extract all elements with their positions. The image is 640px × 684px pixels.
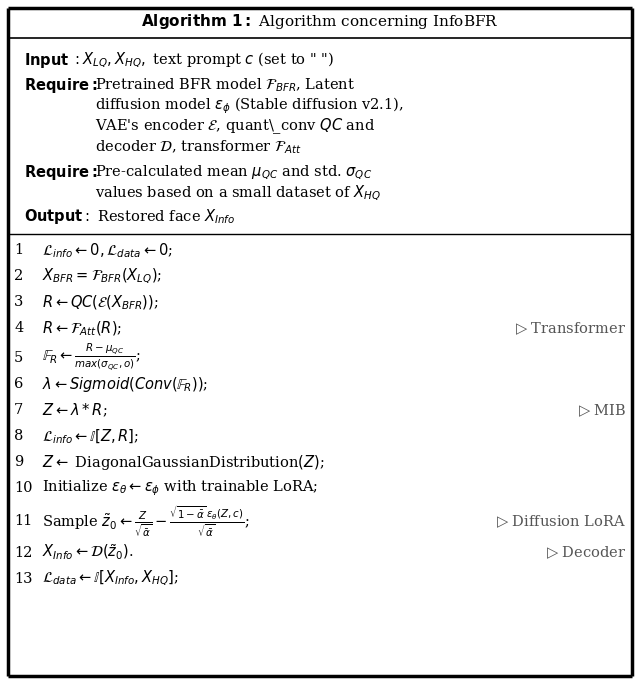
Text: $X_{Info} \leftarrow \mathcal{D}(\tilde{z}_0)$.: $X_{Info} \leftarrow \mathcal{D}(\tilde{… bbox=[42, 543, 133, 562]
Text: 2: 2 bbox=[14, 269, 23, 283]
Text: 8: 8 bbox=[14, 430, 24, 443]
Text: 1: 1 bbox=[14, 244, 23, 257]
Text: 6: 6 bbox=[14, 378, 24, 391]
Text: $: X_{LQ}, X_{HQ},$ text prompt $c$ (set to " "): $: X_{LQ}, X_{HQ},$ text prompt $c$ (set… bbox=[72, 51, 334, 70]
Text: $Z \leftarrow$ DiagonalGaussianDistribution$(Z)$;: $Z \leftarrow$ DiagonalGaussianDistribut… bbox=[42, 453, 324, 472]
Text: 11: 11 bbox=[14, 514, 33, 528]
Text: 7: 7 bbox=[14, 404, 23, 417]
Text: 9: 9 bbox=[14, 456, 23, 469]
Text: 13: 13 bbox=[14, 572, 33, 586]
Text: $\triangleright$ MIB: $\triangleright$ MIB bbox=[577, 402, 626, 419]
Text: VAE's encoder $\mathcal{E}$, quant\_conv $QC$ and: VAE's encoder $\mathcal{E}$, quant\_conv… bbox=[95, 117, 375, 136]
Text: decoder $\mathcal{D}$, transformer $\mathcal{F}_{Att}$: decoder $\mathcal{D}$, transformer $\mat… bbox=[95, 138, 301, 156]
Text: $\triangleright$ Transformer: $\triangleright$ Transformer bbox=[515, 320, 626, 337]
Text: $\lambda \leftarrow Sigmoid(Conv(\mathbb{F}_R))$;: $\lambda \leftarrow Sigmoid(Conv(\mathbb… bbox=[42, 375, 208, 394]
Text: Pre-calculated mean $\mu_{QC}$ and std. $\sigma_{QC}$: Pre-calculated mean $\mu_{QC}$ and std. … bbox=[95, 163, 372, 181]
Text: $:$ Restored face $X_{Info}$: $:$ Restored face $X_{Info}$ bbox=[82, 207, 236, 226]
Text: $Z \leftarrow \lambda * R$;: $Z \leftarrow \lambda * R$; bbox=[42, 402, 107, 419]
Text: Sample $\tilde{z}_0 \leftarrow \frac{Z}{\sqrt{\bar{\alpha}}} - \frac{\sqrt{1-\ba: Sample $\tilde{z}_0 \leftarrow \frac{Z}{… bbox=[42, 504, 249, 538]
Text: values based on a small dataset of $X_{HQ}$: values based on a small dataset of $X_{H… bbox=[95, 183, 381, 202]
Text: $R \leftarrow \mathcal{F}_{Att}(R)$;: $R \leftarrow \mathcal{F}_{Att}(R)$; bbox=[42, 319, 122, 337]
Text: 10: 10 bbox=[14, 482, 33, 495]
Text: diffusion model $\epsilon_\phi$ (Stable diffusion v2.1),: diffusion model $\epsilon_\phi$ (Stable … bbox=[95, 96, 403, 116]
Text: $\mathcal{L}_{info} \leftarrow \mathbb{I}[Z, R]$;: $\mathcal{L}_{info} \leftarrow \mathbb{I… bbox=[42, 428, 139, 445]
Text: $\mathbf{Output}$: $\mathbf{Output}$ bbox=[24, 207, 84, 226]
Text: $\mathbb{F}_R \leftarrow \frac{R-\mu_{QC}}{max(\sigma_{QC},o)}$;: $\mathbb{F}_R \leftarrow \frac{R-\mu_{QC… bbox=[42, 342, 141, 373]
Text: $\mathbf{Algorithm\ 1:}$ Algorithm concerning InfoBFR: $\mathbf{Algorithm\ 1:}$ Algorithm conce… bbox=[141, 12, 499, 31]
Text: $\mathbf{Require:}$: $\mathbf{Require:}$ bbox=[24, 163, 98, 182]
Text: $R \leftarrow QC(\mathcal{E}(X_{BFR}))$;: $R \leftarrow QC(\mathcal{E}(X_{BFR}))$; bbox=[42, 293, 158, 311]
Text: Initialize $\epsilon_\theta \leftarrow \epsilon_\phi$ with trainable LoRA;: Initialize $\epsilon_\theta \leftarrow \… bbox=[42, 479, 318, 498]
Text: $\mathbf{Input}$: $\mathbf{Input}$ bbox=[24, 51, 70, 70]
Text: $\triangleright$ Diffusion LoRA: $\triangleright$ Diffusion LoRA bbox=[496, 513, 626, 529]
Text: 3: 3 bbox=[14, 295, 24, 309]
Text: $\mathcal{L}_{data} \leftarrow \mathbb{I}[X_{Info}, X_{HQ}]$;: $\mathcal{L}_{data} \leftarrow \mathbb{I… bbox=[42, 569, 179, 588]
Text: 12: 12 bbox=[14, 546, 33, 560]
Text: Pretrained BFR model $\mathcal{F}_{BFR}$, Latent: Pretrained BFR model $\mathcal{F}_{BFR}$… bbox=[95, 77, 355, 94]
Text: $\triangleright$ Decoder: $\triangleright$ Decoder bbox=[546, 544, 626, 561]
Text: $\mathbf{Require:}$: $\mathbf{Require:}$ bbox=[24, 76, 98, 95]
Text: $\mathcal{L}_{info} \leftarrow 0, \mathcal{L}_{data} \leftarrow 0$;: $\mathcal{L}_{info} \leftarrow 0, \mathc… bbox=[42, 241, 173, 260]
Text: $X_{BFR} = \mathcal{F}_{BFR}(X_{LQ})$;: $X_{BFR} = \mathcal{F}_{BFR}(X_{LQ})$; bbox=[42, 267, 162, 286]
Text: 4: 4 bbox=[14, 321, 23, 335]
Text: 5: 5 bbox=[14, 351, 23, 365]
